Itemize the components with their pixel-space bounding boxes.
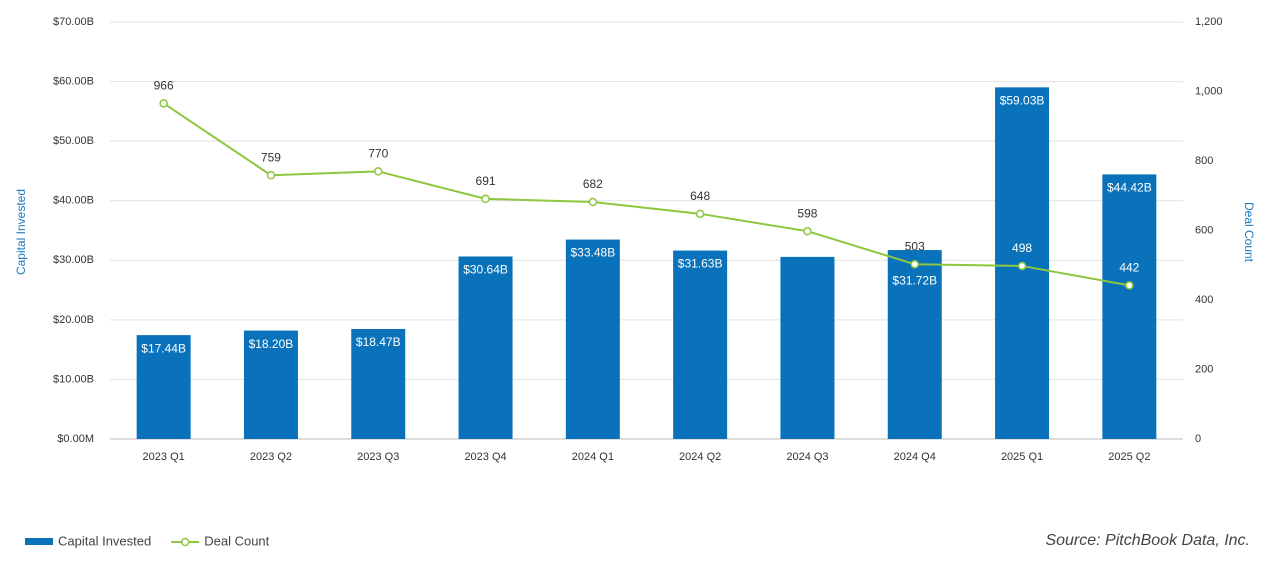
y2-tick-label: 0 bbox=[1195, 433, 1201, 445]
bar-value-label: $44.42B bbox=[1107, 181, 1152, 195]
bar-value-label: $30.64B bbox=[463, 263, 508, 277]
line-marker bbox=[374, 167, 383, 176]
line-value-label: 598 bbox=[797, 206, 817, 220]
legend-label: Capital Invested bbox=[58, 533, 151, 548]
y2-tick-label: 600 bbox=[1195, 224, 1213, 236]
y2-tick-label: 1,200 bbox=[1195, 16, 1223, 28]
line bbox=[163, 102, 1130, 287]
line-value-label: 442 bbox=[1119, 261, 1139, 275]
line-value-label: 759 bbox=[261, 150, 281, 164]
line-marker bbox=[803, 226, 812, 236]
y2-tick-label: 800 bbox=[1195, 155, 1213, 167]
line-value-label: 648 bbox=[690, 189, 710, 203]
y2-axis-title: Deal Count bbox=[1242, 202, 1256, 263]
line-marker bbox=[1017, 261, 1027, 271]
x-tick-label: 2023 Q3 bbox=[357, 451, 399, 463]
bar bbox=[565, 239, 620, 439]
line-marker bbox=[695, 209, 705, 219]
x-tick-label: 2025 Q1 bbox=[1001, 451, 1043, 463]
bar bbox=[243, 330, 298, 439]
x-tick-label: 2024 Q4 bbox=[894, 451, 936, 463]
line-marker bbox=[588, 197, 598, 207]
bar bbox=[887, 250, 942, 439]
x-tick-label: 2024 Q3 bbox=[786, 451, 828, 463]
y2-tick-label: 1,000 bbox=[1195, 85, 1223, 97]
x-tick-label: 2025 Q2 bbox=[1108, 451, 1150, 463]
source-note: Source: PitchBook Data, Inc. bbox=[1045, 532, 1250, 549]
bar-value-label: $18.47B bbox=[356, 335, 401, 349]
line-marker bbox=[1125, 281, 1134, 290]
line-value-label: 498 bbox=[1012, 241, 1032, 255]
bar-value-label: $31.63B bbox=[678, 257, 723, 271]
line-value-label: 966 bbox=[154, 78, 174, 92]
legend-marker bbox=[180, 537, 190, 547]
bar-value-label: $17.44B bbox=[141, 341, 186, 355]
x-tick-label: 2024 Q1 bbox=[572, 451, 614, 463]
line-value-label: 691 bbox=[476, 174, 496, 188]
y-tick-label: $30.00B bbox=[53, 254, 94, 266]
y-axis-title: Capital Invested bbox=[14, 189, 28, 275]
x-tick-label: 2023 Q1 bbox=[143, 451, 185, 463]
y2-tick-label: 200 bbox=[1195, 363, 1213, 375]
bar-value-label: $33.48B bbox=[570, 246, 615, 260]
line-value-label: 682 bbox=[583, 177, 603, 191]
legend-label: Deal Count bbox=[204, 533, 269, 548]
line-marker bbox=[910, 259, 919, 269]
bar bbox=[351, 328, 406, 439]
bar-value-label: $59.03B bbox=[1000, 94, 1045, 108]
bar-value-label: $31.72B bbox=[892, 273, 937, 287]
bar-value-label: $18.20B bbox=[249, 337, 294, 351]
y-tick-label: $0.00M bbox=[57, 433, 94, 445]
bar bbox=[136, 335, 191, 439]
bar bbox=[1102, 174, 1157, 439]
bar bbox=[458, 256, 513, 439]
legend-swatch bbox=[25, 538, 53, 545]
line-value-label: 503 bbox=[905, 239, 925, 253]
bar-value-label: $30.57B bbox=[785, 240, 830, 254]
bar bbox=[780, 256, 835, 439]
line-marker bbox=[266, 170, 276, 180]
y-tick-label: $60.00B bbox=[53, 75, 94, 87]
y-tick-label: $50.00B bbox=[53, 135, 94, 147]
y-tick-label: $70.00B bbox=[53, 16, 94, 28]
x-tick-label: 2023 Q2 bbox=[250, 451, 292, 463]
line-marker bbox=[159, 99, 168, 108]
line-marker bbox=[481, 194, 490, 204]
y2-tick-label: 400 bbox=[1195, 294, 1213, 306]
y-tick-label: $10.00B bbox=[53, 373, 94, 385]
y-tick-label: $40.00B bbox=[53, 195, 94, 207]
x-tick-label: 2023 Q4 bbox=[464, 451, 506, 463]
x-tick-label: 2024 Q2 bbox=[679, 451, 721, 463]
bar bbox=[673, 250, 728, 439]
line-value-label: 770 bbox=[368, 147, 388, 161]
y-tick-label: $20.00B bbox=[53, 314, 94, 326]
